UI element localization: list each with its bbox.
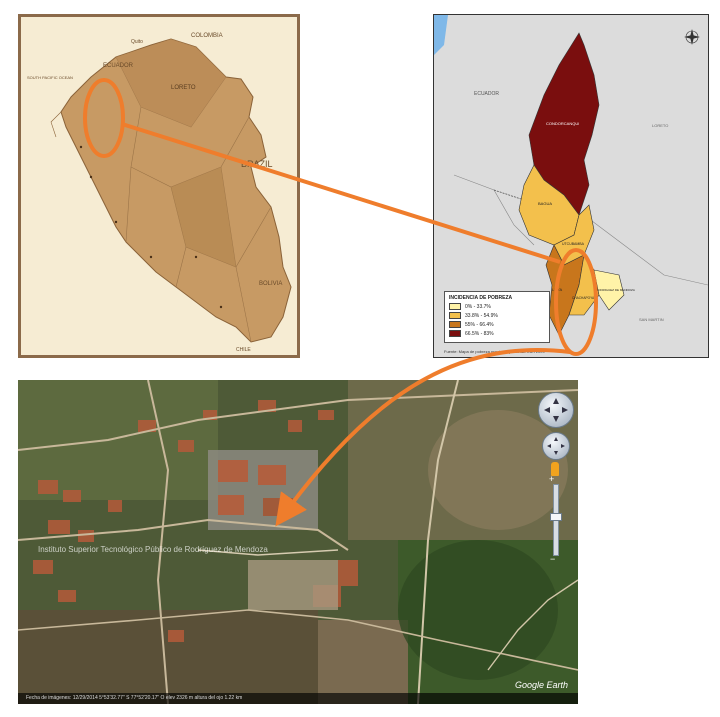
- label-quito: Quito: [131, 39, 143, 45]
- label-ecuador-province: ECUADOR: [474, 91, 499, 97]
- legend-label: 55% - 66.4%: [465, 321, 494, 328]
- google-earth-logo: Google Earth: [514, 680, 568, 690]
- north-arrow-icon: [684, 29, 700, 45]
- legend: INCIDENCIA DE POBREZA 0% - 33.7% 33.8% -…: [444, 291, 550, 343]
- status-bar: Fecha de imágenes: 12/29/2014 5°53'32.77…: [18, 693, 578, 704]
- legend-item: 33.8% - 54.9%: [449, 312, 545, 319]
- label-rodriguez-de-mendoza: RODRIGUEZ DE MENDOZA: [596, 288, 635, 292]
- label-chile: CHILE: [236, 347, 251, 353]
- label-ecuador: ECUADOR: [103, 63, 134, 69]
- label-brazil: BRAZIL: [241, 159, 273, 169]
- legend-swatch: [449, 330, 461, 337]
- legend-label: 0% - 33.7%: [465, 303, 491, 310]
- legend-label: 66.5% - 83%: [465, 330, 494, 337]
- zoom-slider-handle[interactable]: [550, 513, 562, 521]
- legend-item: 0% - 33.7%: [449, 303, 545, 310]
- legend-swatch: [449, 303, 461, 310]
- zoom-in-icon[interactable]: +: [549, 474, 555, 484]
- peru-map: ECUADOR COLOMBIA BRAZIL BOLIVIA LORETO C…: [18, 14, 300, 358]
- label-south-pacific: SOUTH PACIFIC OCEAN: [27, 75, 73, 80]
- label-bagua: BAGUA: [538, 201, 552, 206]
- legend-item: 55% - 66.4%: [449, 321, 545, 328]
- source-note: Fuente: Mapa de pobreza provincial y dis…: [444, 349, 545, 354]
- satellite-canvas: Instituto Superior Tecnológico Público d…: [18, 380, 578, 704]
- legend-item: 66.5% - 83%: [449, 330, 545, 337]
- look-control[interactable]: [538, 392, 574, 428]
- label-san-martin: SAN MARTIN: [639, 317, 664, 322]
- compass-icon: [544, 398, 568, 422]
- legend-swatch: [449, 321, 461, 328]
- legend-swatch: [449, 312, 461, 319]
- label-chachapoyas: CHACHAPOYAS: [572, 296, 596, 300]
- move-control[interactable]: [542, 432, 570, 460]
- move-icon: [547, 437, 565, 455]
- province-rodriguez-de-mendoza: [593, 269, 625, 311]
- label-bolivia: BOLIVIA: [259, 281, 282, 287]
- zoom-slider[interactable]: [550, 484, 562, 556]
- label-condorcanqui: CONDORCANQUI: [546, 121, 579, 126]
- label-colombia: COLOMBIA: [191, 33, 223, 39]
- label-loreto: LORETO: [171, 85, 196, 91]
- label-loreto-province: LORETO: [652, 123, 668, 128]
- campus-label: Instituto Superior Tecnológico Público d…: [38, 545, 268, 554]
- zoom-out-icon[interactable]: −: [550, 554, 556, 564]
- legend-label: 33.8% - 54.9%: [465, 312, 498, 319]
- legend-title: INCIDENCIA DE POBREZA: [449, 295, 513, 301]
- satellite-view: Instituto Superior Tecnológico Público d…: [18, 380, 578, 704]
- label-luya: LUYA: [552, 287, 562, 292]
- peru-map-canvas: ECUADOR COLOMBIA BRAZIL BOLIVIA LORETO C…: [21, 17, 297, 355]
- province-poverty-map: CONDORCANQUI BAGUA UTCUBAMBA LUYA CHACHA…: [433, 14, 709, 358]
- label-utcubamba: UTCUBAMBA: [562, 242, 585, 246]
